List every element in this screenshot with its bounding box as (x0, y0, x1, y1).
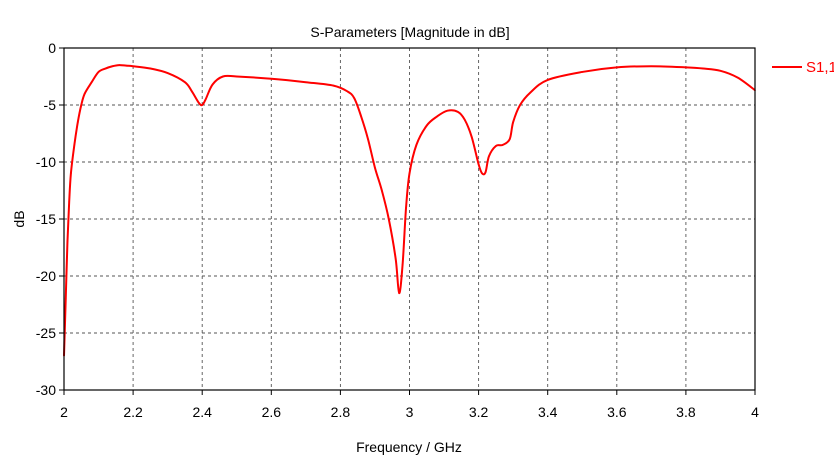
data-point-s11 (581, 71, 584, 73)
data-point-s11 (508, 138, 511, 140)
x-tick-label: 4 (751, 404, 759, 420)
data-point-s11 (736, 76, 739, 79)
x-tick-label: 3.6 (607, 404, 627, 420)
data-point-s11 (702, 67, 704, 70)
data-point-s11 (463, 119, 466, 121)
data-point-s11 (125, 64, 127, 67)
data-point-s11 (197, 101, 200, 104)
data-point-s11 (68, 201, 70, 203)
data-point-s11 (415, 144, 418, 146)
data-point-s11 (405, 206, 407, 209)
y-tick-label: -10 (36, 154, 56, 170)
chart-title: S-Parameters [Magnitude in dB] (310, 24, 509, 40)
data-point-s11 (446, 109, 449, 112)
data-point-s11 (97, 71, 100, 73)
data-point-s11 (80, 104, 83, 106)
x-tick-label: 2 (60, 404, 68, 420)
data-point-s11 (425, 124, 428, 127)
data-point-s11 (401, 263, 404, 266)
data-point-s11 (501, 144, 504, 146)
data-point-s11 (184, 81, 186, 83)
data-point-s11 (387, 218, 390, 220)
data-point-s11 (118, 64, 121, 66)
x-tick-label: 2.8 (331, 404, 351, 420)
data-point-s11 (470, 136, 473, 138)
data-point-s11 (70, 172, 72, 175)
data-point-s11 (374, 166, 376, 169)
data-point-s11 (519, 104, 521, 106)
data-point-s11 (381, 189, 383, 192)
data-point-s11 (546, 79, 549, 81)
data-point-s11 (90, 81, 93, 83)
data-point-s11 (64, 298, 67, 300)
data-point-s11 (512, 121, 514, 123)
data-point-s11 (166, 72, 169, 74)
y-axis-ticks: 0 -5 -10 -15 -20 -25 -30 (36, 40, 64, 398)
y-tick-label: -20 (36, 268, 56, 284)
data-point-s11 (719, 70, 722, 72)
data-point-s11 (305, 81, 307, 83)
data-point-s11 (484, 171, 487, 174)
y-tick-label: 0 (48, 40, 56, 56)
data-point-s11 (408, 172, 411, 175)
data-point-s11 (191, 90, 193, 93)
data-point-s11 (66, 241, 69, 243)
data-point-s11 (235, 75, 238, 78)
y-tick-label: -5 (44, 97, 57, 113)
data-point-s11 (353, 97, 356, 99)
data-point-s11 (222, 75, 224, 78)
data-point-s11 (201, 104, 203, 106)
data-point-s11 (477, 163, 480, 166)
x-tick-label: 2.4 (192, 404, 212, 420)
data-point-s11 (270, 77, 273, 80)
y-tick-label: -30 (36, 382, 56, 398)
data-point-s11 (398, 292, 400, 294)
data-point-s11 (616, 66, 618, 69)
x-tick-label: 3 (406, 404, 414, 420)
x-axis-title: Frequency / GHz (356, 439, 462, 455)
x-axis-ticks: 2 2.2 2.4 2.6 2.8 3 3.2 3.4 3.6 3.8 4 (60, 390, 759, 420)
data-point-s11 (394, 258, 397, 260)
x-tick-label: 2.6 (262, 404, 282, 420)
x-tick-label: 3.4 (538, 404, 558, 420)
y-tick-label: -15 (36, 211, 56, 227)
data-point-s11 (111, 65, 114, 68)
y-axis-title: dB (11, 210, 27, 227)
data-point-s11 (149, 67, 152, 70)
data-point-s11 (104, 67, 107, 70)
data-point-s11 (650, 65, 653, 68)
data-point-s11 (360, 115, 362, 118)
data-point-s11 (77, 121, 79, 123)
data-point-s11 (204, 98, 207, 101)
x-tick-label: 3.8 (676, 404, 696, 420)
y-tick-label: -25 (36, 325, 56, 341)
series-layer (63, 64, 756, 357)
data-point-s11 (332, 84, 335, 87)
grid (64, 48, 755, 390)
data-point-s11 (211, 83, 214, 86)
data-point-s11 (488, 155, 490, 158)
x-tick-label: 3.2 (469, 404, 489, 420)
data-point-s11 (529, 91, 532, 94)
data-point-s11 (481, 172, 483, 175)
data-point-s11 (83, 92, 86, 95)
data-point-s11 (685, 66, 687, 69)
legend: S1,1 (772, 59, 834, 76)
data-point-s11 (495, 145, 497, 147)
legend-label-s11: S1,1 (806, 59, 834, 76)
data-point-s11 (132, 65, 134, 68)
data-point-s11 (73, 144, 76, 146)
data-point-s11 (346, 90, 349, 93)
data-point-s11 (457, 111, 459, 113)
data-point-s11 (436, 115, 438, 118)
x-tick-label: 2.2 (123, 404, 143, 420)
data-point-s11 (367, 138, 369, 140)
